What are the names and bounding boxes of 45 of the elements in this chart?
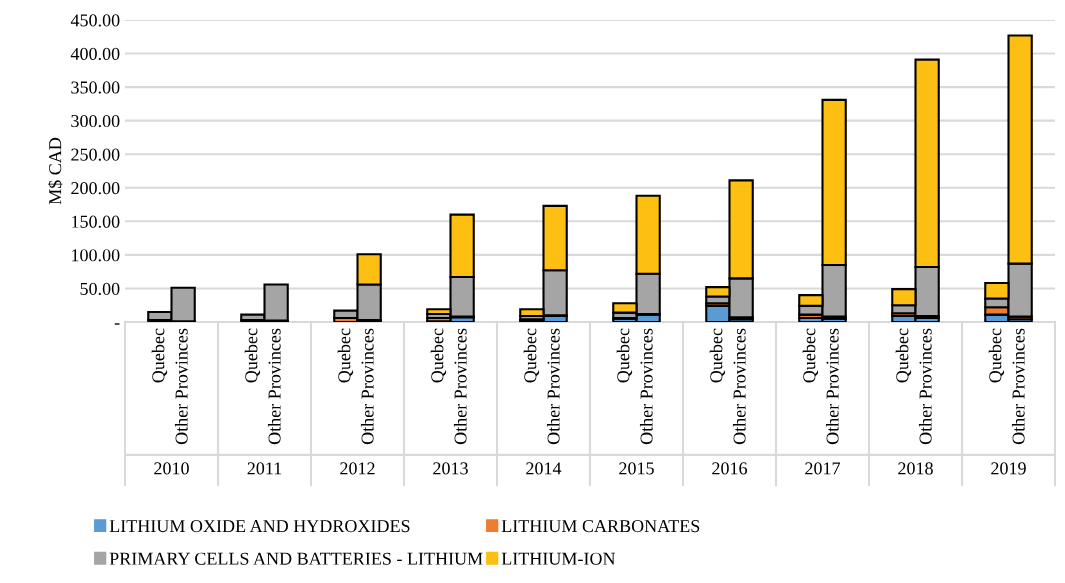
legend-label: LITHIUM-ION: [501, 552, 616, 565]
y-tick-label: 200.00: [71, 182, 120, 195]
x-tick-label: Other Provinces: [918, 328, 932, 445]
text: 2017: [805, 462, 841, 475]
y-tick-label: 250.00: [71, 148, 120, 161]
y-tick-label: 50.00: [80, 282, 120, 295]
text: 2010: [154, 462, 189, 475]
x-tick-label: Quebec: [151, 328, 168, 383]
text: 2014: [526, 462, 562, 475]
text: 2012: [340, 462, 375, 475]
legend-label: LITHIUM CARBONATES: [501, 520, 700, 533]
x-tick-label: Other Provinces: [267, 328, 281, 445]
text: 2013: [433, 462, 468, 475]
y-tick-label: -: [114, 323, 120, 325]
x-tick-label: Quebec: [244, 328, 261, 383]
y-tick-label: 400.00: [70, 47, 120, 61]
text: 2016: [712, 462, 748, 475]
y-tick-label: 150.00: [72, 215, 120, 228]
y-tick-label: 350.00: [71, 81, 120, 94]
x-tick-label: Other Provinces: [825, 328, 839, 445]
text: 2015: [619, 462, 654, 475]
x-tick-label: Quebec: [523, 328, 540, 383]
x-tick-label: Other Provinces: [174, 328, 188, 445]
x-tick-label: Quebec: [616, 328, 633, 383]
x-tick-label: Other Provinces: [732, 328, 746, 445]
x-tick-label: Quebec: [802, 328, 819, 383]
y-axis-title: M$ CAD: [48, 137, 63, 205]
legend-label: PRIMARY CELLS AND BATTERIES - LITHIUM: [109, 552, 483, 565]
x-tick-label: Other Provinces: [639, 328, 653, 445]
x-tick-label: Other Provinces: [1011, 328, 1025, 445]
x-tick-label: Other Provinces: [453, 328, 467, 445]
x-tick-label: Quebec: [988, 328, 1005, 383]
x-tick-label: Other Provinces: [360, 328, 374, 445]
x-tick-label: Quebec: [430, 328, 447, 383]
text: 2011: [247, 462, 282, 475]
y-tick-label: 300.00: [71, 114, 120, 128]
x-tick-label: Quebec: [709, 328, 726, 383]
x-tick-label: Quebec: [337, 328, 354, 383]
x-tick-label: Other Provinces: [546, 328, 560, 445]
text: 2018: [898, 462, 933, 475]
x-tick-label: Quebec: [895, 328, 912, 383]
legend-label: LITHIUM OXIDE AND HYDROXIDES: [109, 520, 410, 533]
y-tick-label: 450.00: [70, 14, 120, 27]
y-tick-label: 100.00: [72, 249, 120, 262]
text: 2019: [991, 462, 1026, 475]
